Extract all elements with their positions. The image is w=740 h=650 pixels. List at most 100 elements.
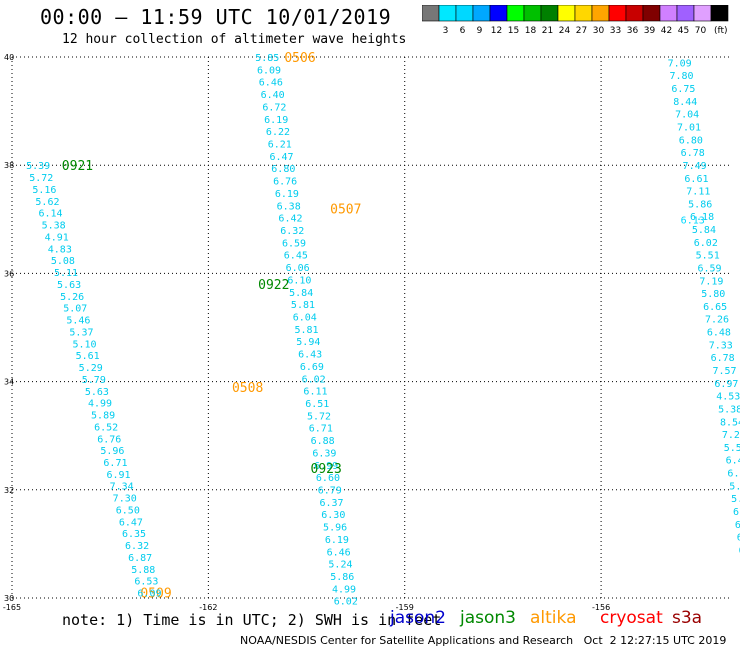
- swh-value: 6.09: [137, 589, 161, 600]
- swh-value: 6.91: [106, 470, 130, 481]
- swh-value: 5.63: [85, 387, 109, 398]
- swh-value: 5.29: [79, 363, 103, 374]
- swh-value: 6.42: [278, 214, 302, 225]
- swh-value: 6.87: [128, 553, 152, 564]
- swh-value: 7.30: [113, 494, 137, 505]
- swh-value: 6.02: [334, 597, 358, 608]
- swh-value: 5.46: [66, 316, 90, 327]
- swh-value: 6.10: [287, 275, 311, 286]
- swh-value: 6.69: [300, 362, 324, 373]
- swh-value: 6.80: [679, 135, 703, 146]
- swh-value: 5.11: [54, 268, 78, 279]
- swh-value: 6.39: [312, 448, 336, 459]
- swh-value: 7.26: [705, 315, 729, 326]
- swh-value: 7.04: [675, 110, 699, 121]
- swh-value: 5.39: [26, 161, 50, 172]
- swh-value: 6.37: [319, 498, 343, 509]
- swh-value: 6.46: [327, 547, 351, 558]
- swh-value: 5.84: [289, 288, 313, 299]
- swh-value: 8.44: [673, 97, 697, 108]
- swh-value: 6.04: [293, 312, 317, 323]
- swh-value: 6.02: [694, 238, 718, 249]
- swh-value: 5.16: [32, 185, 56, 196]
- swh-value: 6.38: [277, 201, 301, 212]
- legend-level: 15: [508, 26, 519, 36]
- swh-value: 6.53: [134, 577, 158, 588]
- y-tick-label: 32: [4, 486, 14, 495]
- swh-value: 5.55: [724, 443, 740, 454]
- track-time-label: 0509: [140, 587, 171, 602]
- swh-value: 6.99: [314, 461, 338, 472]
- track-time-label: 0506: [284, 51, 315, 66]
- x-tick-label: -156: [592, 603, 610, 612]
- swh-value: 5.51: [696, 251, 720, 262]
- swh-value: 6.76: [273, 177, 297, 188]
- swh-value: 6.80: [271, 164, 295, 175]
- swh-value: 6.71: [309, 424, 333, 435]
- swh-value: 5.26: [60, 292, 84, 303]
- x-tick-label: -165: [3, 603, 21, 612]
- legend-level: 3: [443, 26, 449, 36]
- track-time-label: 0922: [258, 278, 289, 293]
- swh-value: 5.53: [731, 494, 740, 505]
- swh-value: 5.88: [131, 565, 155, 576]
- credit-line: NOAA/NESDIS Center for Satellite Applica…: [240, 634, 727, 647]
- swh-value: 5.80: [701, 289, 725, 300]
- swh-value: 4.99: [88, 399, 112, 410]
- swh-value: 6.71: [103, 458, 127, 469]
- swh-value: 5.86: [330, 572, 354, 583]
- swh-value: 6.09: [257, 65, 281, 76]
- swh-value: 7.57: [712, 366, 736, 377]
- swh-value: 6.43: [298, 350, 322, 361]
- swh-value: 6.40: [261, 90, 285, 101]
- swh-value: 6.19: [325, 535, 349, 546]
- satellite-label-cryosat: cryosat: [600, 608, 663, 628]
- swh-value: 5.79: [82, 375, 106, 386]
- legend-level: 42: [661, 26, 672, 36]
- swh-value: 6.97: [714, 379, 738, 390]
- swh-value: 7.25: [722, 430, 740, 441]
- swh-value: 5.61: [76, 351, 100, 362]
- swh-value: 6.19: [264, 115, 288, 126]
- swh-value: 6.02: [302, 374, 326, 385]
- swh-value: 6.51: [733, 507, 740, 518]
- swh-value: 4.91: [45, 232, 69, 243]
- swh-value: 7.09: [668, 58, 692, 69]
- swh-value: 5.08: [51, 256, 75, 267]
- swh-value: 7.11: [686, 187, 710, 198]
- swh-value: 5.24: [328, 560, 352, 571]
- swh-value: 5.96: [323, 523, 347, 534]
- track-time-label: 0921: [62, 159, 93, 174]
- x-tick-label: -162: [199, 603, 217, 612]
- legend-level: 36: [627, 26, 639, 36]
- swh-value: 6.30: [321, 510, 345, 521]
- swh-value: 6.76: [97, 434, 121, 445]
- swh-value: 5.37: [69, 327, 93, 338]
- swh-value: 6.61: [684, 174, 708, 185]
- legend-level: 70: [695, 26, 707, 36]
- swh-value: 5.38: [718, 404, 740, 415]
- satellite-label-jason3: jason3: [460, 608, 516, 628]
- swh-value: 6.75: [671, 84, 695, 95]
- swh-value: 6.47: [119, 517, 143, 528]
- swh-value: 6.32: [125, 541, 149, 552]
- legend-level: 21: [542, 26, 553, 36]
- swh-value: 6.19: [275, 189, 299, 200]
- swh-value: 6.59: [282, 238, 306, 249]
- swh-value: 6.14: [38, 209, 62, 220]
- legend-level: 6: [460, 26, 466, 36]
- swh-value: 6.43: [726, 456, 740, 467]
- swh-value: 5.94: [296, 337, 320, 348]
- satellite-label-s3a: s3a: [672, 608, 703, 628]
- swh-value: 5.85: [255, 53, 279, 64]
- swh-value: 6.45: [284, 251, 308, 262]
- swh-value: 6.50: [116, 505, 140, 516]
- legend-level: 9: [477, 26, 483, 36]
- swh-value: 5.10: [72, 339, 96, 350]
- chart-title: 00:00 – 11:59 UTC 10/01/2019: [40, 5, 392, 29]
- swh-value: 6.88: [311, 436, 335, 447]
- legend-level: 45: [678, 26, 689, 36]
- swh-value: 6.32: [280, 226, 304, 237]
- footer-note: note: 1) Time is in UTC; 2) SWH is in fe…: [62, 611, 442, 629]
- y-tick-label: 30: [4, 594, 14, 603]
